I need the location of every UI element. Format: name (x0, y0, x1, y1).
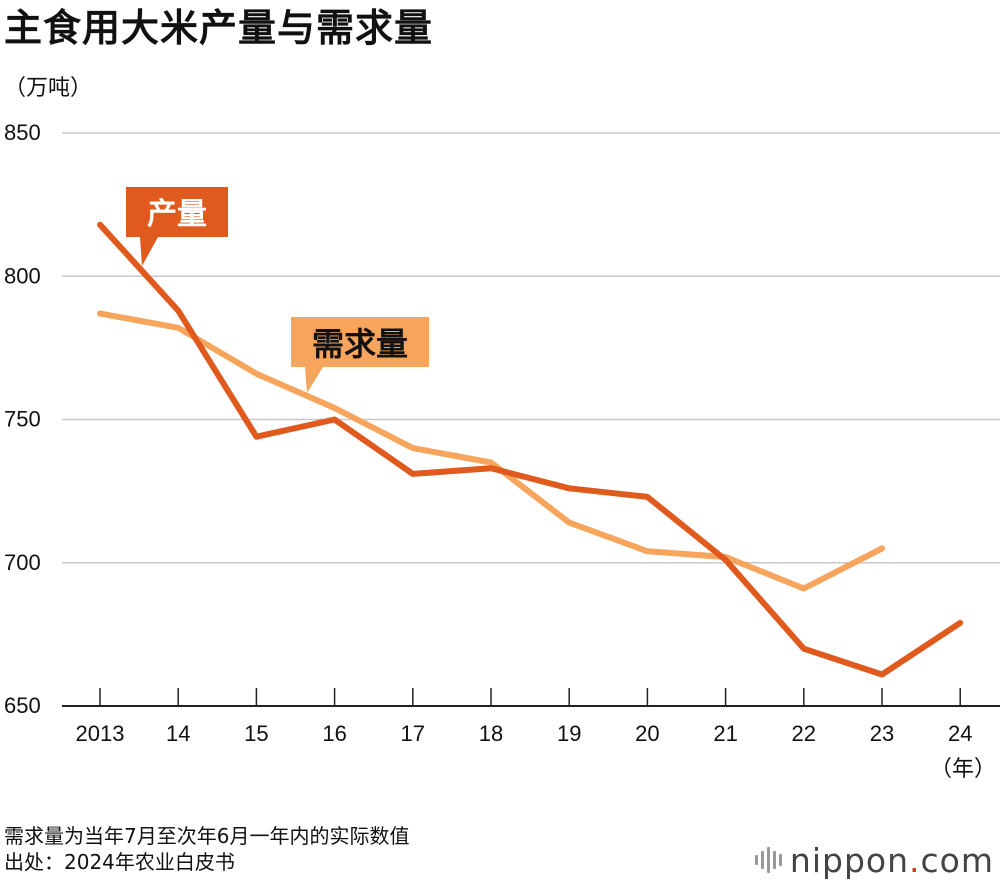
x-tick-label: 17 (401, 721, 425, 746)
callout-box-production (126, 187, 228, 237)
x-tick-label: 18 (479, 721, 503, 746)
series-line-demand (97, 310, 885, 592)
x-tick-labels: 2013 14 15 16 17 18 19 20 21 22 23 24 （年） (76, 721, 996, 782)
x-tick-label: 24 (948, 721, 972, 746)
y-tick-label: 800 (4, 263, 41, 288)
sound-wave-icon (754, 847, 782, 873)
series-line-production (97, 221, 964, 678)
brand-logo: nippon.com (754, 840, 994, 880)
y-axis-unit-label: （万吨） (4, 76, 93, 101)
x-tick-label: 21 (713, 721, 737, 746)
x-tick-label: 16 (322, 721, 346, 746)
x-axis-unit-label: （年） (930, 757, 996, 782)
chart-title: 主食用大米产量与需求量 (4, 6, 434, 50)
footnote: 需求量为当年7月至次年6月一年内的实际数值 (4, 824, 410, 848)
x-tick-label: 15 (244, 721, 268, 746)
x-tick-label: 2013 (76, 721, 125, 746)
callout-pointer-production (140, 237, 158, 266)
callout-pointer-demand (305, 367, 323, 393)
y-tick-label: 750 (4, 407, 41, 432)
x-tick-label: 20 (635, 721, 659, 746)
source-note: 出处：2024年农业白皮书 (4, 850, 235, 874)
x-tick-label: 19 (557, 721, 581, 746)
y-tick-label: 850 (4, 120, 41, 145)
y-tick-label: 650 (4, 693, 41, 718)
y-tick-label: 700 (4, 550, 41, 575)
data-series (97, 221, 964, 678)
callout-box-demand (291, 317, 429, 367)
callout-label-demand: 需求量 (312, 325, 408, 363)
brand-wordmark: nippon.com (789, 840, 994, 880)
x-tick-label: 22 (792, 721, 816, 746)
callout-label-production: 产量 (147, 197, 207, 232)
x-tick-label: 14 (166, 721, 190, 746)
x-tick-label: 23 (870, 721, 894, 746)
grid-lines (62, 132, 1000, 707)
y-tick-labels: 650 700 750 800 850 (4, 120, 41, 718)
